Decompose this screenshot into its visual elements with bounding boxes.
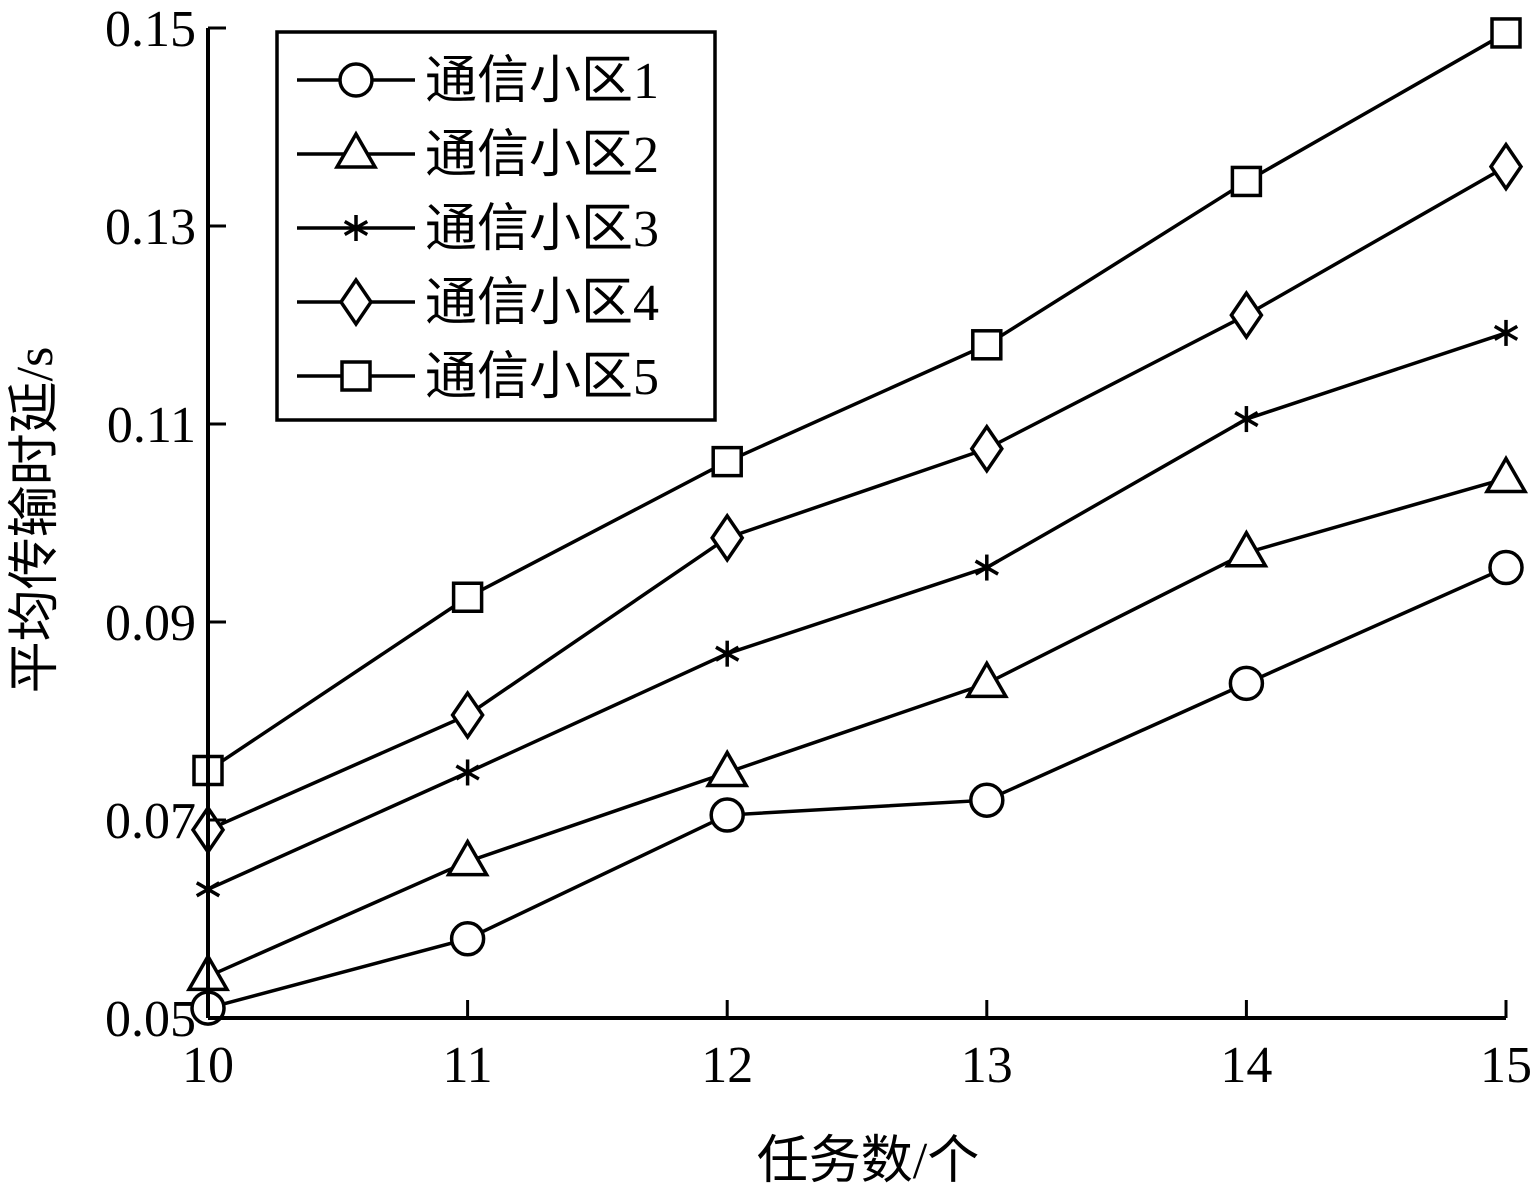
- y-tick-label: 0.13: [105, 199, 196, 256]
- legend-label: 通信小区3: [425, 201, 659, 258]
- data-point: [710, 512, 745, 563]
- legend-item: 通信小区2: [297, 127, 659, 184]
- data-point: [1230, 165, 1263, 198]
- legend-marker: [340, 360, 372, 392]
- data-point: [711, 445, 743, 478]
- legend-item: 通信小区3: [297, 201, 659, 258]
- axes: [206, 28, 1506, 1020]
- y-tick-label: 0.09: [105, 595, 196, 652]
- series-layer: [185, 17, 1529, 1026]
- x-tick-label: 14: [1220, 1037, 1272, 1094]
- data-point: [1483, 454, 1529, 494]
- y-tick-label: 0.15: [105, 1, 196, 58]
- series-3: [195, 319, 1519, 903]
- data-point: [1488, 141, 1524, 192]
- legend-marker: [338, 276, 374, 328]
- series-1: [190, 549, 1524, 1026]
- series-line: [207, 565, 1507, 1010]
- y-tick-label: 0.11: [107, 397, 196, 454]
- data-point: [1493, 319, 1519, 346]
- series-line: [207, 331, 1507, 891]
- legend-label: 通信小区2: [425, 127, 659, 184]
- data-point: [445, 838, 490, 877]
- data-point: [969, 423, 1004, 474]
- y-tick-label: 0.05: [105, 991, 196, 1048]
- legend-item: 通信小区5: [297, 349, 659, 406]
- data-point: [455, 759, 480, 786]
- y-tick-label: 0.07: [105, 793, 196, 850]
- x-tick-label: 10: [182, 1037, 234, 1094]
- legend-item: 通信小区1: [297, 53, 659, 110]
- legend-label: 通信小区5: [425, 349, 659, 406]
- data-point: [715, 640, 740, 667]
- x-tick-label: 12: [701, 1037, 753, 1094]
- series-2: [185, 454, 1529, 992]
- y-axis-label: 平均传输时延/s: [7, 347, 64, 694]
- legend-marker: [343, 215, 369, 241]
- x-tick-label: 11: [443, 1037, 493, 1094]
- data-point: [450, 689, 485, 741]
- legend-label: 通信小区4: [425, 275, 659, 332]
- data-point: [1234, 406, 1259, 433]
- data-point: [1224, 529, 1269, 568]
- data-point: [969, 782, 1005, 818]
- data-point: [974, 554, 999, 581]
- data-point: [709, 797, 745, 833]
- ticks: 10 11 12 13 14 15 0.05 0.07 0.09 0.11 0.13 0.15: [105, 1, 1532, 1094]
- data-point: [451, 581, 484, 613]
- x-tick-label: 15: [1480, 1037, 1532, 1094]
- data-point: [1228, 665, 1265, 702]
- series-line: [207, 476, 1507, 979]
- data-point: [1488, 549, 1524, 586]
- legend: 通信小区1 通信小区2 通信小区3 通信小区4 通信小区5: [275, 30, 717, 422]
- x-axis-label: 任务数/个: [757, 1133, 979, 1190]
- series-line: [207, 165, 1507, 832]
- legend-marker: [333, 130, 379, 169]
- legend-marker: [338, 62, 374, 98]
- legend-item: 通信小区4: [297, 275, 659, 332]
- data-point: [705, 748, 750, 788]
- series-line: [207, 31, 1507, 772]
- data-point: [971, 329, 1003, 361]
- x-tick-label: 13: [961, 1037, 1013, 1094]
- data-point: [1229, 289, 1264, 341]
- legend-label: 通信小区1: [425, 53, 659, 110]
- data-point: [449, 921, 486, 957]
- data-point: [1490, 17, 1522, 49]
- data-point: [964, 659, 1009, 699]
